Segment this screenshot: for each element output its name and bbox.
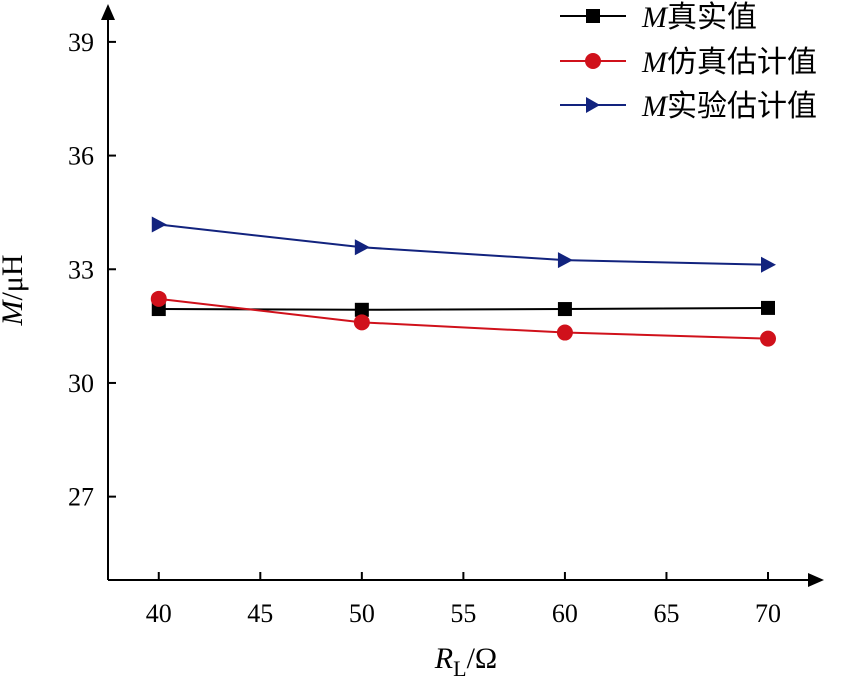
data-point [354, 302, 369, 317]
y-tick-label: 33 [68, 255, 94, 284]
legend-marker-experiment [586, 97, 600, 113]
x-axis-arrow [808, 573, 824, 587]
data-point [557, 302, 572, 317]
x-tick-label: 70 [755, 599, 781, 628]
x-axis-title: RL/Ω [434, 642, 497, 680]
legend-item-true: M真实值 [560, 1, 757, 34]
legend-item-simulation: M仿真估计值 [560, 46, 817, 79]
y-ticks: 27 30 33 36 39 [68, 28, 116, 512]
y-axis-symbol: M [0, 299, 29, 327]
x-axis-subscript: L [453, 656, 466, 680]
data-point [151, 216, 167, 233]
data-point [761, 300, 775, 315]
series-line [158, 306, 769, 311]
series-line [158, 223, 769, 266]
legend-marker-true [586, 9, 600, 23]
y-axis-title: M/μH [0, 254, 29, 326]
x-axis-unit: /Ω [467, 642, 498, 675]
axes [101, 4, 824, 587]
x-tick-label: 50 [349, 599, 375, 628]
legend-label-experiment: M实验估计值 [641, 90, 817, 123]
data-point [760, 330, 776, 347]
y-axis-arrow [101, 4, 115, 20]
x-ticks: 40 45 50 55 60 65 70 [146, 572, 781, 628]
legend-item-experiment: M实验估计值 [560, 90, 817, 123]
x-tick-label: 60 [552, 599, 578, 628]
x-tick-label: 45 [247, 599, 273, 628]
x-tick-label: 40 [146, 599, 172, 628]
data-point [354, 239, 370, 256]
x-axis-symbol: R [434, 642, 453, 675]
legend-marker-simulation [585, 53, 601, 69]
x-tick-label: 55 [450, 599, 476, 628]
data-point [556, 324, 573, 341]
data-point [150, 290, 167, 307]
series-2 [150, 290, 776, 347]
data-point [761, 256, 776, 273]
x-tick-label: 65 [653, 599, 679, 628]
series-layer [150, 216, 776, 347]
series-3 [151, 216, 776, 273]
series-line [158, 297, 769, 340]
y-tick-label: 27 [68, 483, 94, 512]
data-point [353, 314, 370, 331]
legend: M真实值 M仿真估计值 M实验估计值 [560, 1, 817, 123]
legend-label-simulation: M仿真估计值 [641, 46, 817, 79]
legend-label-true: M真实值 [641, 1, 757, 34]
y-tick-label: 39 [68, 28, 94, 57]
y-axis-unit: /μH [0, 254, 29, 300]
y-tick-label: 36 [68, 142, 94, 171]
y-tick-label: 30 [68, 369, 94, 398]
data-point [557, 252, 573, 269]
